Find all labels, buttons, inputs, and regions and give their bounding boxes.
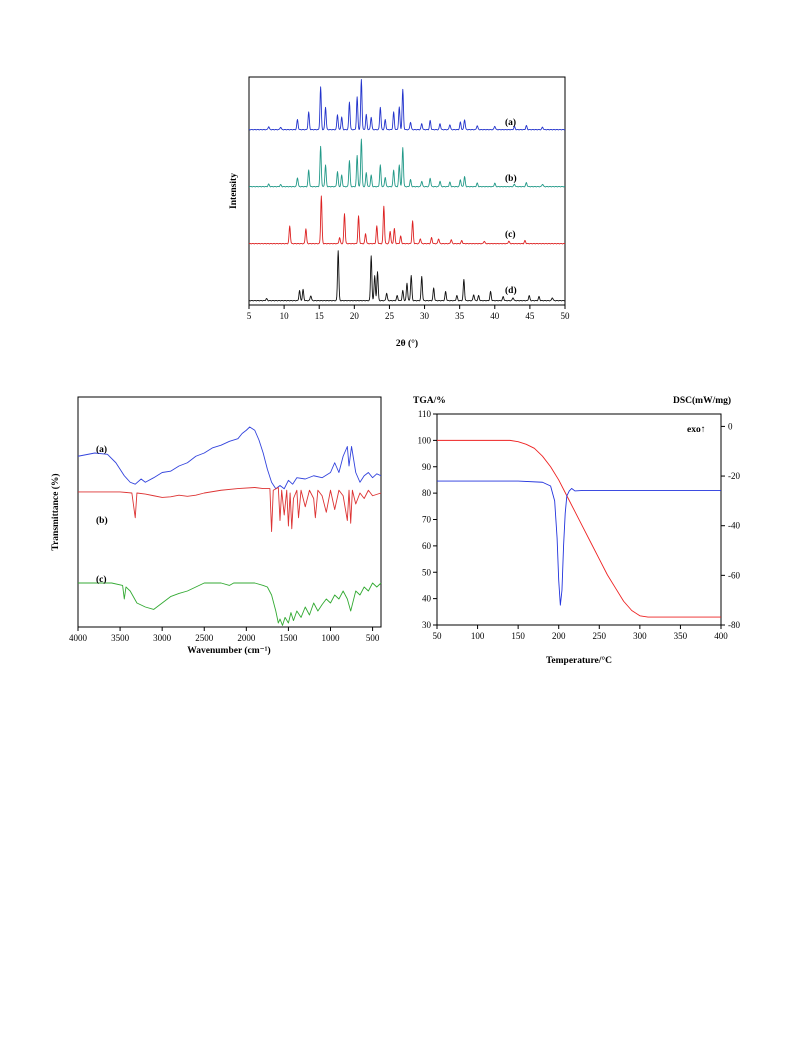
dsc-y-tick-label: 0 xyxy=(728,421,733,431)
ir-x-ticks: 4000 3500 3000 2500 2000 1500 1000 500 xyxy=(69,627,380,643)
xrd-y-axis-label: Intensity xyxy=(229,173,239,209)
ir-x-tick-label: 2500 xyxy=(195,633,214,643)
xrd-x-tick-label: 40 xyxy=(490,311,500,321)
xrd-label-c: (c) xyxy=(505,229,516,240)
xrd-x-tick-label: 35 xyxy=(455,311,465,321)
dsc-y-tick-label: -80 xyxy=(728,620,740,630)
xrd-x-tick-label: 15 xyxy=(315,311,325,321)
xrd-label-d: (d) xyxy=(505,285,517,296)
exo-annotation: exo↑ xyxy=(687,425,705,435)
ir-plot-frame xyxy=(77,396,382,628)
xrd-x-tick-label: 25 xyxy=(385,311,395,321)
tga-y-tick-label: 50 xyxy=(422,567,432,577)
ir-y-axis-label: Transmittance (%) xyxy=(50,473,61,550)
xrd-x-tick-label: 45 xyxy=(525,311,535,321)
ir-trace-1 xyxy=(77,426,382,490)
xrd-trace-2 xyxy=(248,138,566,188)
ir-x-tick-label: 1000 xyxy=(322,633,341,643)
tga-axis-label: TGA/% xyxy=(413,396,446,406)
dsc-y-tick-label: -20 xyxy=(728,471,740,481)
thermal-x-tick-label: 400 xyxy=(714,631,728,641)
tga-y-tick-label: 40 xyxy=(422,594,432,604)
xrd-label-b: (b) xyxy=(505,173,517,184)
xrd-x-tick-label: 10 xyxy=(280,311,290,321)
tga-y-tick-label: 30 xyxy=(422,620,432,630)
xrd-traces xyxy=(248,79,566,302)
thermal-x-axis-label: Temperature/°C xyxy=(546,655,612,666)
xrd-x-tick-label: 50 xyxy=(561,311,571,321)
tga-y-tick-label: 60 xyxy=(422,541,432,551)
xrd-chart: 5 10 15 20 25 30 35 40 45 50 (a) (b) (c) (d) 2θ (… xyxy=(229,76,570,349)
thermal-ticks: 50 100 150 200 250 300 350 400 30 40 50 60 70 80 90 100… xyxy=(418,409,741,641)
ir-x-axis-label: Wavenumber (cm⁻¹) xyxy=(187,645,270,656)
xrd-x-ticks: 5 10 15 20 25 30 35 40 45 50 xyxy=(247,305,570,321)
xrd-label-a: (a) xyxy=(505,117,516,128)
ir-traces xyxy=(77,426,382,626)
ir-x-tick-label: 4000 xyxy=(69,633,88,643)
ir-label-b: (b) xyxy=(96,515,108,526)
tga-dsc-chart: 50 100 150 200 250 300 350 400 30 40 50 60 70 80 90 100… xyxy=(413,395,741,666)
xrd-x-tick-label: 30 xyxy=(420,311,430,321)
thermal-x-tick-label: 350 xyxy=(674,631,688,641)
ir-trace-2 xyxy=(78,487,382,532)
tga-y-tick-label: 80 xyxy=(422,488,432,498)
ir-trace-3 xyxy=(78,582,382,626)
ir-x-tick-label: 3000 xyxy=(153,633,172,643)
tga-y-tick-label: 70 xyxy=(422,515,432,525)
tga-y-tick-label: 100 xyxy=(418,435,432,445)
xrd-trace-4 xyxy=(248,250,566,302)
xrd-x-tick-label: 5 xyxy=(247,311,252,321)
thermal-x-tick-label: 150 xyxy=(511,631,525,641)
thermal-x-tick-label: 200 xyxy=(552,631,566,641)
xrd-trace-3 xyxy=(248,195,566,245)
ir-label-c: (c) xyxy=(96,574,107,585)
dsc-axis-label: DSC(mW/mg) xyxy=(673,395,731,406)
ir-x-tick-label: 500 xyxy=(366,633,380,643)
xrd-x-tick-label: 20 xyxy=(350,311,360,321)
xrd-x-axis-label: 2θ (°) xyxy=(396,338,418,349)
ir-label-a: (a) xyxy=(96,444,107,455)
thermal-x-tick-label: 300 xyxy=(633,631,647,641)
thermal-x-tick-label: 50 xyxy=(433,631,443,641)
thermal-trace-tga xyxy=(437,439,721,618)
thermal-traces xyxy=(437,439,721,618)
ir-x-tick-label: 1500 xyxy=(279,633,298,643)
ir-x-tick-label: 2000 xyxy=(237,633,256,643)
xrd-plot-frame xyxy=(248,76,566,306)
tga-y-tick-label: 90 xyxy=(422,462,432,472)
dsc-y-tick-label: -40 xyxy=(728,521,740,531)
ir-chart: 4000 3500 3000 2500 2000 1500 1000 500 (a) (b) … xyxy=(50,396,382,656)
xrd-trace-1 xyxy=(248,79,566,131)
thermal-x-tick-label: 100 xyxy=(471,631,485,641)
ir-x-tick-label: 3500 xyxy=(111,633,130,643)
thermal-trace-dsc xyxy=(437,480,721,606)
tga-y-tick-label: 110 xyxy=(418,409,432,419)
dsc-y-tick-label: -60 xyxy=(728,570,740,580)
thermal-x-tick-label: 250 xyxy=(593,631,607,641)
